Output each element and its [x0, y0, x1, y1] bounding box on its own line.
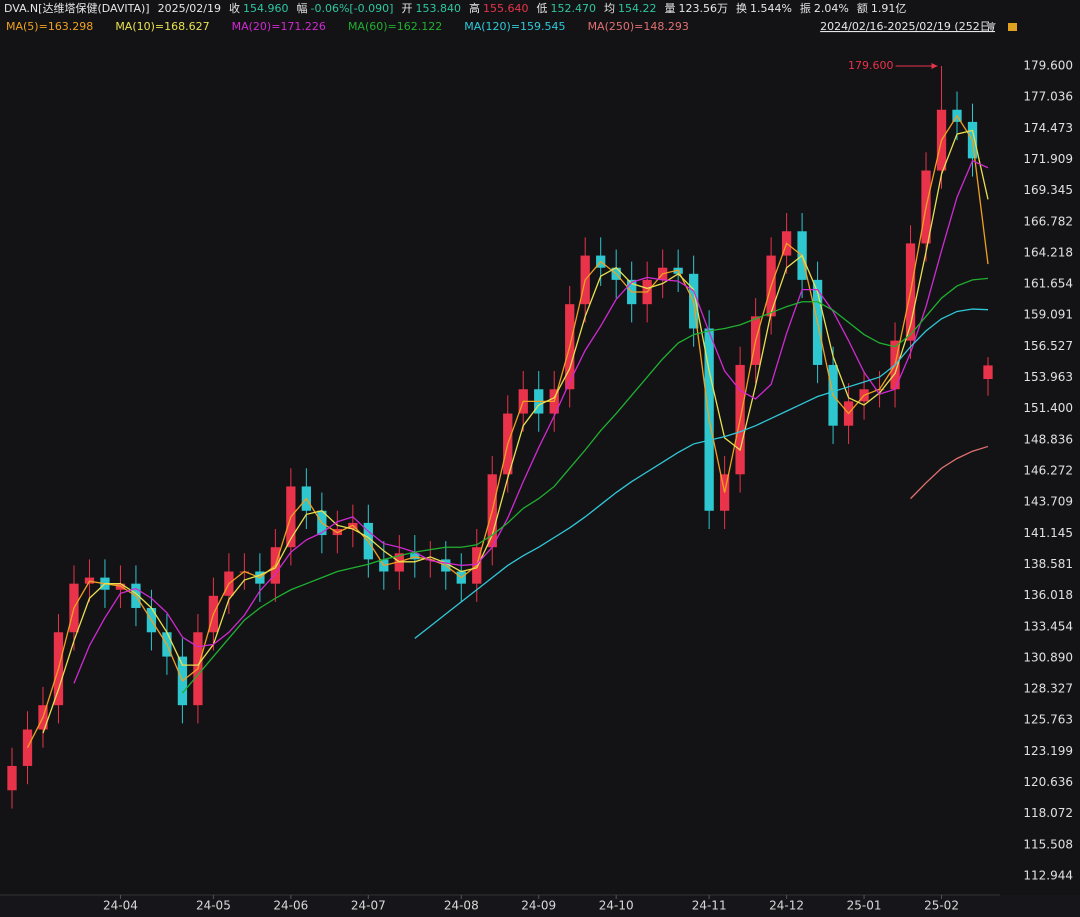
candle-body [983, 365, 993, 380]
legend-entry: MA(250)=148.293 [588, 20, 689, 33]
x-tick-label: 24-11 [692, 899, 727, 913]
ma-line [910, 445, 989, 500]
header-item: 幅 [296, 2, 307, 15]
legend-entry: MA(10)=168.627 [115, 20, 209, 33]
y-tick-label: 141.145 [1023, 526, 1073, 540]
y-tick-label: 130.890 [1023, 650, 1073, 664]
y-tick-label: 161.654 [1023, 277, 1073, 291]
y-tick-label: 125.763 [1023, 713, 1073, 727]
header-item: 开 [401, 2, 412, 15]
ma-line [73, 159, 989, 684]
y-tick-label: 164.218 [1023, 245, 1073, 259]
y-tick-label: 123.199 [1023, 744, 1073, 758]
header-item: 1.91亿 [871, 2, 907, 15]
y-tick-label: 179.600 [1023, 59, 1073, 73]
x-tick-label: 24-09 [521, 899, 556, 913]
y-tick-label: 156.527 [1023, 339, 1073, 353]
y-tick-label: 146.272 [1023, 463, 1073, 477]
annotation-label: 179.600 [848, 59, 894, 72]
legend-entry: MA(120)=159.545 [464, 20, 565, 33]
x-axis-band [0, 895, 1080, 917]
y-tick-label: 174.473 [1023, 121, 1073, 135]
header-item: 振 [800, 1, 811, 15]
y-tick-label: 118.072 [1023, 806, 1073, 820]
y-tick-label: 177.036 [1023, 90, 1073, 104]
header-item: 低 [536, 2, 547, 15]
header-item: 换 [736, 1, 747, 15]
y-tick-label: 151.400 [1023, 401, 1073, 415]
y-tick-label: 171.909 [1023, 152, 1073, 166]
x-tick-label: 24-06 [273, 899, 308, 913]
range-label[interactable]: 2024/02/16-2025/02/19 (252日) [820, 20, 995, 33]
ma-line [414, 308, 989, 639]
x-tick-label: 24-04 [103, 899, 138, 913]
y-tick-label: 115.508 [1023, 837, 1073, 851]
header-item: 高 [469, 1, 480, 15]
y-tick-label: 138.581 [1023, 557, 1073, 571]
lock-icon[interactable] [1008, 23, 1017, 31]
x-tick-label: 25-01 [847, 899, 882, 913]
header-item: 1.544% [750, 2, 792, 15]
header-item: 额 [857, 2, 868, 15]
header-item: DVA.N[达维塔保健(DAVITA)] [4, 1, 150, 15]
dropdown-icon[interactable] [986, 23, 996, 31]
y-tick-label: 166.782 [1023, 214, 1073, 228]
ma-line [42, 129, 989, 734]
y-tick-label: 133.454 [1023, 619, 1073, 633]
x-tick-label: 25-02 [924, 899, 959, 913]
header-item: 量 [664, 2, 675, 15]
legend-entry: MA(60)=162.122 [348, 20, 442, 33]
header-item: 均 [604, 2, 615, 15]
ma-line [26, 114, 989, 749]
candle-body [22, 729, 33, 766]
y-tick-label: 159.091 [1023, 308, 1073, 322]
legend-entry: MA(5)=163.298 [6, 20, 93, 33]
x-tick-label: 24-05 [196, 899, 231, 913]
x-tick-label: 24-07 [351, 899, 386, 913]
x-tick-label: 24-08 [444, 899, 479, 913]
y-tick-label: 153.963 [1023, 370, 1073, 384]
y-tick-label: 169.345 [1023, 183, 1073, 197]
y-tick-label: 143.709 [1023, 495, 1073, 509]
ma-line [181, 277, 989, 694]
candle-body [7, 765, 17, 791]
header-item: 154.22 [618, 2, 657, 15]
legend-entry: MA(20)=171.226 [232, 20, 326, 33]
x-tick-label: 24-10 [599, 899, 634, 913]
header-item: 123.56万 [678, 2, 728, 15]
header-item: 2025/02/19 [158, 2, 221, 15]
header-item: 155.640 [483, 2, 529, 15]
header-item: 152.470 [550, 2, 596, 15]
y-tick-label: 148.836 [1023, 432, 1073, 446]
y-tick-label: 136.018 [1023, 588, 1073, 602]
header-item: -0.06%[-0.090] [310, 2, 393, 15]
header-item: 2.04% [814, 2, 849, 15]
header-item: 153.840 [415, 2, 461, 15]
header-item: 154.960 [243, 2, 289, 15]
y-tick-label: 128.327 [1023, 682, 1073, 696]
x-tick-label: 24-12 [769, 899, 804, 913]
y-tick-label: 112.944 [1023, 868, 1073, 882]
header-item: 收 [229, 1, 240, 15]
y-tick-label: 120.636 [1023, 775, 1073, 789]
annotation-arrowhead [931, 63, 938, 70]
